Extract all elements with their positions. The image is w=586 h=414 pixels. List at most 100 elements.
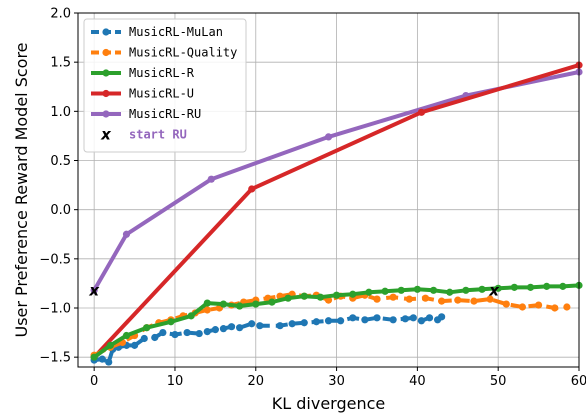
legend-marker	[102, 89, 110, 98]
data-point	[90, 286, 98, 294]
data-point	[140, 334, 148, 343]
data-point	[563, 303, 571, 311]
legend: MusicRL-MuLan MusicRL-Quality MusicRL-R Mus…	[83, 18, 247, 153]
data-point	[389, 316, 397, 324]
data-point	[207, 175, 215, 183]
plot-frame	[77, 12, 580, 368]
data-point	[454, 296, 462, 304]
data-point	[381, 287, 389, 295]
x-axis-ticks: 0 10 20 30 40 50 60	[90, 367, 586, 389]
data-point	[361, 316, 369, 324]
data-point	[365, 288, 373, 296]
y-tick-label: 0.5	[50, 154, 71, 169]
data-point	[413, 285, 421, 293]
y-tick-label: 0.0	[50, 203, 71, 218]
data-point	[203, 328, 211, 336]
data-point	[195, 329, 203, 338]
legend-box	[83, 18, 247, 153]
data-point	[203, 299, 211, 307]
legend-label: MusicRL-RU	[129, 107, 201, 121]
data-point	[510, 283, 518, 291]
x-tick-label: 0	[90, 374, 98, 389]
data-point	[300, 319, 308, 327]
legend-label: MusicRL-Quality	[129, 46, 237, 60]
data-point	[236, 324, 244, 332]
x-axis-title: KL divergence	[272, 394, 385, 413]
x-tick-label: 10	[167, 374, 184, 389]
series-line	[93, 315, 443, 365]
legend-label: MusicRL-MuLan	[129, 25, 223, 39]
y-tick-label: 1.0	[50, 105, 71, 120]
data-point	[534, 301, 543, 309]
data-point	[90, 353, 98, 361]
data-point	[389, 293, 397, 301]
data-point	[151, 333, 159, 342]
legend-marker	[102, 28, 110, 36]
data-point	[276, 322, 284, 330]
data-point	[105, 358, 113, 366]
data-point	[397, 286, 405, 294]
data-point	[203, 306, 211, 314]
y-tick-label: 2.0	[50, 7, 71, 22]
y-tick-label: −0.5	[39, 252, 71, 267]
data-point	[349, 290, 357, 298]
series-MusicRL-U	[90, 61, 583, 361]
data-point	[122, 230, 131, 238]
data-point	[438, 313, 446, 321]
data-point	[167, 318, 175, 326]
legend-label: start RU	[129, 128, 187, 142]
data-point	[219, 325, 228, 333]
data-point	[316, 293, 325, 301]
series-layer	[90, 61, 583, 366]
data-point	[324, 317, 333, 325]
data-point	[171, 330, 179, 339]
data-point	[438, 297, 446, 305]
data-point	[312, 318, 320, 326]
data-point	[98, 355, 106, 363]
data-point	[187, 312, 195, 320]
data-point	[248, 185, 256, 193]
y-axis-ticks: −1.5 −1.0 −0.5 0.0 0.5 1.0 1.5 2.0	[39, 7, 78, 366]
data-point	[324, 133, 333, 141]
data-point	[268, 298, 276, 306]
data-point	[373, 314, 381, 322]
data-point	[462, 286, 470, 294]
data-point	[288, 320, 296, 328]
data-point	[429, 286, 438, 294]
data-point	[478, 285, 486, 293]
data-point	[526, 283, 535, 291]
data-point	[300, 292, 308, 300]
y-axis-title: User Preference Reward Model Score	[12, 42, 31, 337]
data-point	[417, 317, 426, 325]
legend-marker	[102, 69, 110, 77]
data-point	[256, 322, 264, 330]
data-point	[219, 300, 228, 308]
y-tick-label: −1.0	[39, 302, 71, 317]
data-point	[159, 328, 167, 337]
series-line	[92, 63, 580, 359]
data-point	[143, 324, 151, 332]
data-point	[373, 295, 381, 303]
x-tick-label: 30	[328, 374, 345, 389]
x-tick-label: 50	[490, 374, 507, 389]
data-point	[551, 304, 559, 312]
x-tick-label: 60	[571, 374, 586, 389]
data-point	[106, 341, 114, 349]
data-point	[227, 323, 236, 331]
data-point	[417, 108, 426, 116]
data-point	[486, 295, 494, 303]
data-point	[405, 295, 413, 303]
data-point	[502, 300, 510, 308]
data-point	[122, 331, 131, 340]
data-point	[248, 320, 256, 328]
series-MusicRL-R	[90, 281, 583, 361]
data-point	[252, 300, 260, 308]
data-point	[559, 282, 567, 290]
legend-label: MusicRL-U	[129, 87, 194, 101]
y-tick-label: 1.5	[50, 56, 71, 71]
data-point	[130, 341, 139, 349]
data-point	[543, 282, 551, 290]
legend-label: MusicRL-R	[129, 66, 195, 80]
